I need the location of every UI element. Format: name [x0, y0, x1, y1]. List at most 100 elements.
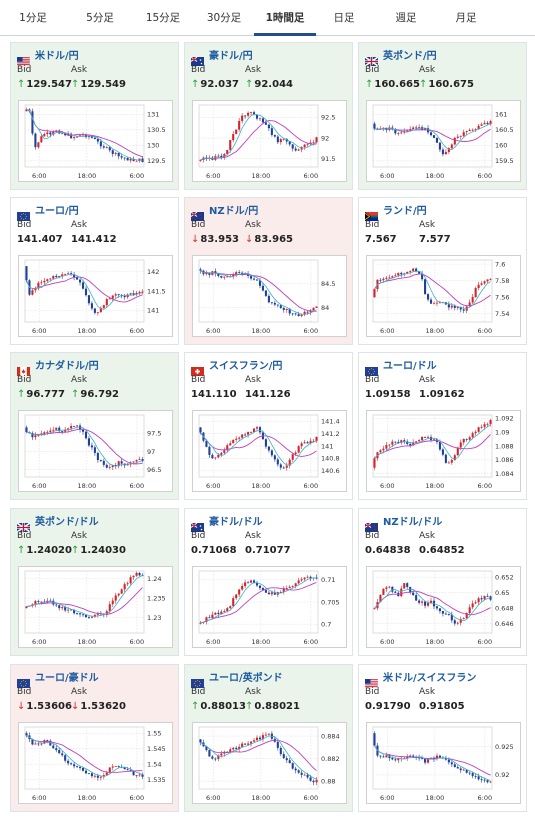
- currency-card[interactable]: スイスフラン/円 Bid Ask 141.110 141.126 141.4 141.2 14…: [184, 352, 353, 500]
- candle-body: [123, 157, 126, 159]
- candle-body: [229, 749, 232, 753]
- chart-container[interactable]: 84.5 84 6:00 18:00 6:00: [192, 255, 347, 337]
- candle-body: [61, 431, 64, 432]
- currency-pair-link[interactable]: 英ポンド/円: [383, 51, 437, 62]
- currency-card[interactable]: 英ポンド/円 Bid Ask ↑160.665 ↑160.675 161 160.5 160 1…: [358, 42, 527, 190]
- currency-card[interactable]: 英ポンド/ドル Bid Ask ↑1.24020 ↑1.24030 1.24 1.235 1.…: [10, 508, 179, 656]
- candle-body: [315, 137, 318, 143]
- currency-pair-link[interactable]: 豪ドル/円: [209, 51, 253, 62]
- au-flag-icon: [190, 517, 204, 532]
- currency-card[interactable]: ランド/円 Bid Ask 7.567 7.577 7.6 7.58 7.56 7.54 6:00…: [358, 197, 527, 345]
- currency-card[interactable]: ユーロ/英ポンド Bid Ask ↑0.88013 ↑0.88021 0.884 0.882…: [184, 664, 353, 812]
- ask-value: 0.91805: [419, 701, 465, 712]
- nz-flag-icon: [190, 206, 204, 221]
- candle-body: [412, 127, 415, 130]
- chart-container[interactable]: 7.6 7.58 7.56 7.54 6:00 18:00 6:00: [366, 255, 521, 337]
- currency-pair-link[interactable]: 豪ドル/ドル: [209, 517, 263, 528]
- candle-body: [282, 467, 285, 469]
- candle-body: [273, 592, 276, 595]
- tab-30min[interactable]: 30分足: [206, 12, 242, 24]
- currency-pair-link[interactable]: ランド/円: [383, 206, 427, 217]
- ask-label: Ask: [71, 220, 88, 230]
- currency-pair-link[interactable]: カナダドル/円: [35, 361, 99, 372]
- candle-body: [483, 779, 486, 781]
- currency-pair-link[interactable]: NZドル/ドル: [383, 517, 443, 528]
- currency-card[interactable]: 豪ドル/円 Bid Ask ↑92.037 ↑92.044 92.5 92 91.5 6:00 1…: [184, 42, 353, 190]
- candle-body: [37, 743, 40, 745]
- currency-pair-link[interactable]: 米ドル/円: [35, 51, 79, 62]
- currency-pair-link[interactable]: 米ドル/スイスフラン: [383, 673, 477, 684]
- chart-container[interactable]: 161 160.5 160 159.5 6:00 18:00 6:00: [366, 100, 521, 182]
- candle-body: [477, 776, 480, 780]
- tab-weekly[interactable]: 週足: [395, 12, 417, 24]
- candle-body: [223, 154, 226, 158]
- chart-container[interactable]: 97.5 97 96.5 6:00 18:00 6:00: [18, 410, 173, 492]
- currency-card[interactable]: 米ドル/円 Bid Ask ↑129.547 ↑129.549 131 130.5 130 12…: [10, 42, 179, 190]
- tab-daily[interactable]: 日足: [333, 12, 355, 24]
- chart-container[interactable]: 0.884 0.882 0.88 6:00 18:00 6:00: [192, 722, 347, 804]
- moving-average-long: [374, 434, 491, 459]
- ask-value: 83.965: [254, 234, 293, 245]
- tab-1hour[interactable]: 1時間足: [254, 0, 316, 36]
- x-tick-label: 6:00: [32, 327, 47, 335]
- currency-pair-link[interactable]: 英ポンド/ドル: [35, 517, 99, 528]
- currency-pair-link[interactable]: ユーロ/英ポンド: [209, 673, 283, 684]
- tab-5min[interactable]: 5分足: [86, 12, 114, 24]
- currency-card[interactable]: ユーロ/円 Bid Ask 141.407 141.412 142 141.5 141 6:00…: [10, 197, 179, 345]
- candle-body: [261, 588, 265, 591]
- x-tick-label: 6:00: [130, 482, 145, 490]
- candle-body: [282, 754, 285, 759]
- candle-body: [25, 733, 28, 736]
- chart-container[interactable]: 1.092 1.09 1.088 1.086 1.084 6:00 18:00 6:00: [366, 410, 521, 492]
- chart-container[interactable]: 0.71 0.705 0.7 6:00 18:00 6:00: [192, 566, 347, 648]
- candlestick-chart: 142 141.5 141 6:00 18:00 6:00: [24, 259, 166, 335]
- currency-card[interactable]: ユーロ/ドル Bid Ask 1.09158 1.09162 1.092 1.09 1.088…: [358, 352, 527, 500]
- ask-label: Ask: [71, 375, 88, 385]
- tab-monthly[interactable]: 月足: [455, 12, 477, 24]
- chart-container[interactable]: 0.652 0.65 0.648 0.646 6:00 18:00 6:00: [366, 566, 521, 648]
- candle-body: [489, 121, 492, 124]
- currency-pair-link[interactable]: ユーロ/豪ドル: [35, 673, 99, 684]
- chart-container[interactable]: 0.925 0.92 6:00 18:00 6:00: [366, 722, 521, 804]
- chart-container[interactable]: 131 130.5 130 129.5 6:00 18:00 6:00: [18, 100, 173, 182]
- candle-body: [459, 135, 462, 137]
- y-tick-label: 1.24: [147, 575, 161, 583]
- currency-card[interactable]: 豪ドル/ドル Bid Ask 0.71068 0.71077 0.71 0.705 0.7 6:…: [184, 508, 353, 656]
- chart-container[interactable]: 141.4 141.2 141 140.8 140.6 6:00 18:00 6:00: [192, 410, 347, 492]
- candle-body: [223, 450, 226, 453]
- candle-body: [205, 157, 208, 159]
- arrow-up-icon: ↑: [71, 389, 80, 400]
- candle-body: [102, 460, 105, 465]
- currency-card[interactable]: ユーロ/豪ドル Bid Ask ↓1.53606 ↓1.53620 1.55 1.545 1.…: [10, 664, 179, 812]
- currency-pair-link[interactable]: NZドル/円: [209, 206, 259, 217]
- candle-body: [388, 444, 391, 446]
- currency-card[interactable]: カナダドル/円 Bid Ask ↑96.777 ↑96.792 97.5 97 96.5 6:0…: [10, 352, 179, 500]
- currency-pair-link[interactable]: ユーロ/円: [35, 206, 79, 217]
- chart-container[interactable]: 142 141.5 141 6:00 18:00 6:00: [18, 255, 173, 337]
- moving-average-short: [374, 588, 491, 622]
- y-tick-label: 0.882: [321, 755, 340, 763]
- chart-container[interactable]: 1.55 1.545 1.54 1.535 6:00 18:00 6:00: [18, 722, 173, 804]
- candle-body: [217, 454, 220, 458]
- chart-container[interactable]: 1.24 1.235 1.23 6:00 18:00 6:00: [18, 566, 173, 648]
- candle-body: [435, 755, 439, 760]
- currency-pair-link[interactable]: ユーロ/ドル: [383, 361, 437, 372]
- tab-15min[interactable]: 15分足: [145, 12, 181, 24]
- currency-card[interactable]: NZドル/円 Bid Ask ↓83.953 ↓83.965 84.5 84 6:00 18:0…: [184, 197, 353, 345]
- tab-1min[interactable]: 1分足: [19, 12, 47, 24]
- candle-body: [450, 460, 453, 463]
- bid-value: 7.567: [365, 234, 397, 245]
- candle-body: [471, 433, 474, 438]
- currency-card[interactable]: NZドル/ドル Bid Ask 0.64838 0.64852 0.652 0.65 0.64…: [358, 508, 527, 656]
- chart-container[interactable]: 92.5 92 91.5 6:00 18:00 6:00: [192, 100, 347, 182]
- currency-card[interactable]: 米ドル/スイスフラン Bid Ask 0.91790 0.91805 0.925 0.92 6…: [358, 664, 527, 812]
- candle-body: [226, 751, 229, 753]
- candle-body: [96, 452, 99, 460]
- candle-body: [67, 760, 70, 764]
- bid-label: Bid: [17, 65, 32, 75]
- ask-price: 141.126: [245, 389, 291, 400]
- candle-body: [406, 130, 409, 132]
- candle-body: [406, 271, 409, 274]
- currency-pair-link[interactable]: スイスフラン/円: [209, 361, 283, 372]
